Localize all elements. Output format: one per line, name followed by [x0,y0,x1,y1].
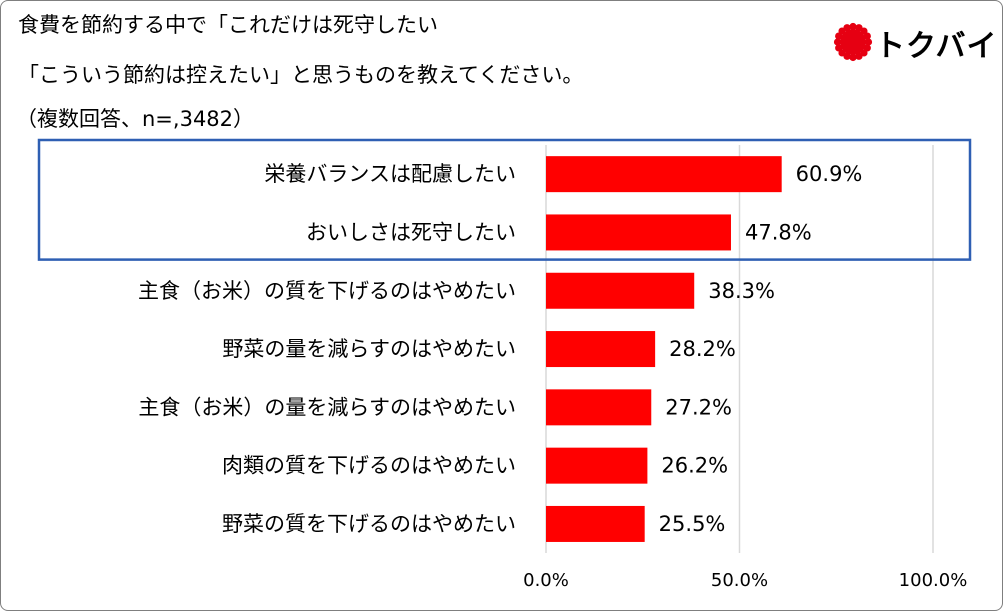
x-tick-labels: 0.0% 50.0% 100.0% [523,570,967,591]
category-labels: 栄養バランスは配慮したいおいしさは死守したい主食（お米）の質を下げるのはやめたい… [138,162,516,536]
chart-title-line-2: 「こういう節約は控えたい」と思うものを教えてください。 [18,63,584,87]
chart-subtitle: （複数回答、n=,3482） [16,107,255,131]
chart-title-line-1: 食費を節約する中で「これだけは死守したい [18,13,438,37]
value-label-1: 47.8% [745,220,812,244]
value-label-4: 27.2% [665,395,732,419]
category-label-4: 主食（お米）の量を減らすのはやめたい [138,395,516,419]
x-tick-label-0: 0.0% [523,570,569,591]
bars [546,156,782,542]
category-label-6: 野菜の質を下げるのはやめたい [222,512,516,536]
value-label-3: 28.2% [669,337,736,361]
bar-6 [546,505,645,542]
category-label-3: 野菜の量を減らすのはやめたい [222,337,516,361]
category-label-5: 肉類の質を下げるのはやめたい [222,454,516,478]
category-label-1: おいしさは死守したい [306,220,516,244]
value-labels: 60.9% 47.8% 38.3% 28.2% 27.2% 26.2% 25.5% [659,162,863,536]
bar-4 [546,389,652,426]
bar-1 [546,214,731,251]
bar-0 [546,156,782,193]
category-label-0: 栄養バランスは配慮したい [264,162,516,186]
value-label-5: 26.2% [661,454,728,478]
sun-logo-icon [833,22,873,62]
logo-text: トクバイ [875,29,998,64]
highlight-box [37,138,972,261]
x-tick-label-2: 100.0% [899,570,968,591]
value-label-6: 25.5% [659,512,726,536]
bar-2 [546,272,695,309]
tokubai-logo: トクバイ [833,18,997,66]
bar-5 [546,447,648,484]
bar-3 [546,331,656,368]
value-label-2: 38.3% [708,279,775,303]
x-tick-label-1: 50.0% [711,570,768,591]
category-label-2: 主食（お米）の質を下げるのはやめたい [138,279,516,303]
value-label-0: 60.9% [796,162,863,186]
